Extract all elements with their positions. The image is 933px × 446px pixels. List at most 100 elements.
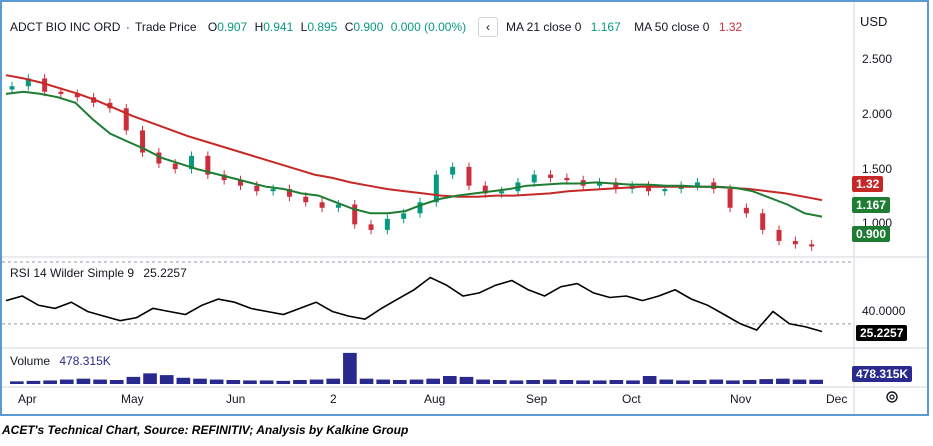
ma50-line <box>5 74 823 202</box>
candle-body <box>597 182 603 186</box>
volume-bar <box>293 380 307 384</box>
low-value: 0.895 <box>307 20 338 34</box>
volume-bar <box>659 379 674 384</box>
volume-value: 478.315K <box>59 354 111 368</box>
volume-bar <box>626 380 640 384</box>
volume-bar <box>10 381 24 384</box>
volume-bar <box>642 376 657 384</box>
high-label: H <box>254 20 264 34</box>
candle-body <box>368 224 374 230</box>
high-value: 0.941 <box>263 20 294 34</box>
volume-bar <box>576 380 590 384</box>
time-tick: Aug <box>424 392 446 406</box>
candle-body <box>548 174 554 178</box>
volume-bar <box>759 379 774 384</box>
candle-body <box>760 213 766 230</box>
candle-body <box>140 130 146 153</box>
candle-body <box>156 152 162 164</box>
candle-body <box>743 207 749 214</box>
volume-bar <box>726 380 740 384</box>
volume-bar <box>492 380 507 384</box>
candle-body <box>237 180 243 186</box>
candle-body <box>303 196 309 203</box>
rsi-line <box>5 276 823 333</box>
candle-body <box>74 93 80 98</box>
candle-body <box>809 244 815 247</box>
candle-body <box>792 240 798 245</box>
open-label: O <box>207 20 218 34</box>
candle-body <box>613 182 619 189</box>
candle-body <box>254 185 260 192</box>
candle-body <box>531 174 537 183</box>
rsi-label: RSI 14 Wilder Simple 9 <box>10 266 135 280</box>
collapse-legend-button[interactable]: ‹ <box>478 17 498 37</box>
symbol-name: ADCT BIO INC ORD <box>10 20 121 34</box>
candle-body <box>221 174 227 181</box>
candle-body <box>694 182 700 186</box>
volume-bar <box>376 379 391 384</box>
price-tick: 2.000 <box>862 107 893 121</box>
candle-body <box>270 189 276 192</box>
volume-bar <box>193 378 207 384</box>
time-tick: Sep <box>526 392 548 406</box>
ma21-label: MA 21 close 0 <box>506 20 582 34</box>
candle-body <box>335 204 341 208</box>
close-label: C <box>344 20 354 34</box>
volume-bar <box>609 380 624 384</box>
price-type: Trade Price <box>134 20 197 34</box>
volume-bar <box>742 380 757 384</box>
symbol-legend: ADCT BIO INC ORD · Trade Price O0.907 H0… <box>10 20 468 34</box>
candle-body <box>189 155 195 170</box>
time-tick: Nov <box>730 392 752 406</box>
volume-bar <box>692 380 707 384</box>
candle-body <box>25 78 31 87</box>
time-tick: May <box>121 392 144 406</box>
volume-bar <box>709 379 724 384</box>
ma50-price-tag: 1.32 <box>852 176 884 192</box>
candle-body <box>401 213 407 219</box>
close-value: 0.900 <box>353 20 384 34</box>
ma50-label: MA 50 close 0 <box>634 20 710 34</box>
candle-body <box>286 189 292 197</box>
gear-icon[interactable] <box>885 390 899 404</box>
rsi-value: 25.2257 <box>143 266 187 280</box>
chevron-left-icon: ‹ <box>486 20 490 34</box>
open-value: 0.907 <box>217 20 248 34</box>
candle-body <box>776 229 782 241</box>
volume-bar <box>426 378 440 384</box>
volume-bar <box>259 380 274 384</box>
volume-bar <box>526 380 540 384</box>
candle-body <box>319 202 325 208</box>
candle-body <box>384 218 390 230</box>
volume-bar <box>126 376 141 384</box>
rsi-legend: RSI 14 Wilder Simple 9 25.2257 <box>10 266 189 280</box>
candle-body <box>662 189 668 192</box>
volume-bar <box>276 380 291 384</box>
volume-bar <box>93 379 107 384</box>
legend-separator: · <box>125 20 130 34</box>
volume-bar <box>76 378 91 384</box>
volume-bar <box>159 375 174 384</box>
time-tick: Apr <box>18 392 37 406</box>
price-tick: 1.500 <box>862 162 893 176</box>
candle-body <box>42 78 48 92</box>
volume-bar <box>59 379 74 384</box>
candle-body <box>58 91 64 94</box>
volume-bar <box>393 380 407 384</box>
candle-body <box>564 177 570 181</box>
ma21-price-tag: 1.167 <box>852 197 891 213</box>
chart-caption: ACET's Technical Chart, Source: REFINITI… <box>2 423 409 437</box>
volume-bar <box>509 380 524 384</box>
chart-frame <box>0 0 929 416</box>
volume-bar <box>676 380 690 384</box>
chart-canvas[interactable] <box>2 2 927 414</box>
time-tick: Jun <box>226 392 246 406</box>
candle-body <box>123 108 129 131</box>
volume-bar <box>592 380 607 384</box>
volume-legend: Volume 478.315K <box>10 354 113 368</box>
volume-bar <box>409 379 424 384</box>
volume-bar <box>542 379 557 384</box>
currency-selector[interactable]: USD <box>860 14 888 29</box>
change-value: 0.000 (0.00%) <box>390 20 467 34</box>
candle-body <box>172 163 178 170</box>
